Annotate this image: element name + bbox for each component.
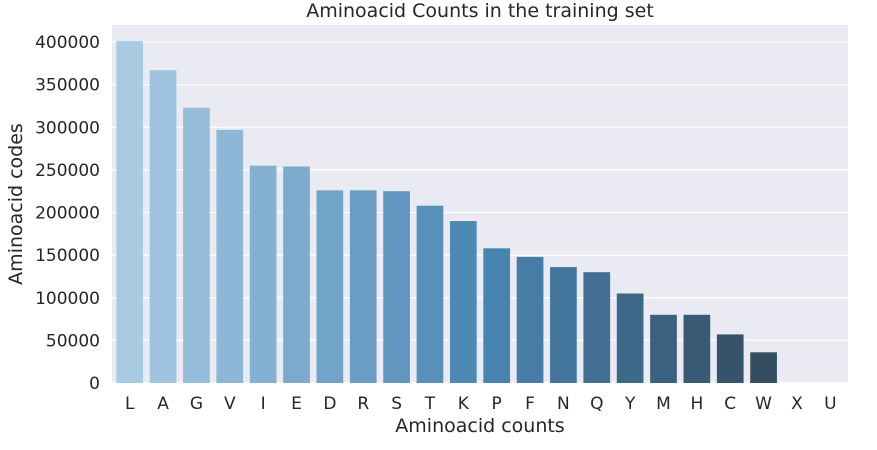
x-tick-label: P <box>492 394 502 414</box>
x-tick-label: L <box>125 394 135 414</box>
x-tick-label: Q <box>590 394 603 414</box>
x-tick-label: D <box>323 394 336 414</box>
bar-E <box>283 166 310 383</box>
x-tick-label: E <box>291 394 302 414</box>
x-tick-label: U <box>824 394 836 414</box>
x-axis-label: Aminoacid counts <box>395 415 564 437</box>
bar-I <box>249 165 277 383</box>
y-tick-label: 50000 <box>46 331 100 351</box>
y-tick-label: 400000 <box>35 33 100 53</box>
bar-K <box>449 221 477 383</box>
x-tick-label: S <box>391 394 402 414</box>
y-tick-label: 250000 <box>35 161 100 181</box>
bar-W <box>750 352 777 383</box>
y-tick-label: 300000 <box>35 118 100 138</box>
x-tick-label: M <box>656 394 671 414</box>
bar-P <box>483 248 511 383</box>
bar-S <box>383 191 410 383</box>
x-tick-label: N <box>557 394 570 414</box>
bar-Q <box>583 272 611 383</box>
bar-F <box>516 256 544 383</box>
x-tick-label: G <box>190 394 203 414</box>
bar-A <box>149 70 177 383</box>
bar-N <box>550 267 577 383</box>
bar-T <box>416 205 444 383</box>
chart-title: Aminoacid Counts in the training set <box>306 0 654 22</box>
x-tick-label: F <box>525 394 535 414</box>
x-tick-label: K <box>458 394 470 414</box>
bar-R <box>349 190 377 383</box>
bar-V <box>216 129 244 383</box>
x-tick-label: I <box>261 394 266 414</box>
x-tick-label: A <box>157 394 169 414</box>
bar-H <box>683 314 711 383</box>
bar-M <box>650 314 677 383</box>
bar-L <box>116 41 144 383</box>
y-tick-label: 350000 <box>35 76 100 96</box>
x-tick-label: Y <box>624 394 636 414</box>
y-axis: 0 50000 100000 150000 200000 250000 300000 3500… <box>35 33 100 394</box>
x-tick-label: H <box>690 394 703 414</box>
x-tick-label: W <box>755 394 772 414</box>
bar-D <box>316 190 344 383</box>
bar-C <box>716 334 744 383</box>
y-axis-label: Aminoacid codes <box>5 123 27 285</box>
bar-G <box>183 107 210 383</box>
x-tick-label: R <box>357 394 369 414</box>
y-tick-label: 200000 <box>35 204 100 224</box>
x-tick-label: V <box>224 394 236 414</box>
y-tick-label: 0 <box>89 374 100 394</box>
x-tick-label: T <box>424 394 436 414</box>
bar-Y <box>616 293 644 383</box>
y-tick-label: 100000 <box>35 289 100 309</box>
y-tick-label: 150000 <box>35 246 100 266</box>
bars <box>116 41 777 383</box>
x-tick-label: X <box>791 394 803 414</box>
x-tick-label: C <box>724 394 736 414</box>
